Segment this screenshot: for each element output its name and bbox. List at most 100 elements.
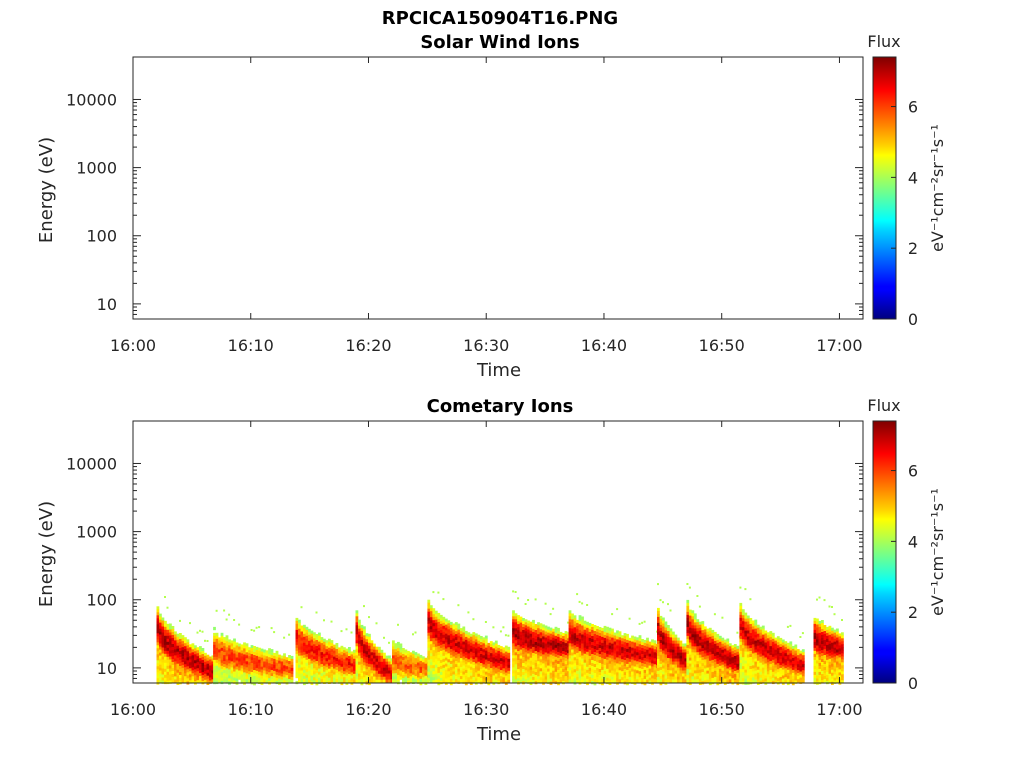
flux-cell [159, 625, 162, 629]
flux-cell [487, 657, 491, 662]
flux-cell [713, 673, 717, 678]
flux-cell [796, 673, 800, 677]
flux-cell [731, 663, 735, 667]
flux-cell [444, 636, 448, 640]
flux-cell [836, 631, 839, 635]
flux-cell [633, 645, 637, 649]
flux-cell [828, 637, 832, 642]
flux-cell [295, 653, 299, 658]
flux-cell [437, 651, 441, 656]
flux-cell [841, 659, 844, 663]
flux-cell [363, 650, 366, 654]
flux-cell [454, 640, 458, 644]
flux-cell [447, 653, 451, 657]
flux-cell [586, 651, 589, 656]
flux-cell [489, 677, 493, 681]
flux-cell [789, 624, 792, 627]
x-axis-label: Time [476, 724, 521, 745]
flux-cell [240, 644, 244, 648]
flux-cell [618, 676, 622, 680]
flux-cell [497, 671, 501, 676]
flux-cell [365, 675, 369, 679]
flux-cell [184, 670, 187, 674]
flux-cell [218, 652, 221, 656]
flux-cell [573, 618, 577, 622]
flux-cell [464, 648, 468, 653]
flux-cell [688, 618, 692, 622]
flux-cell [230, 640, 234, 644]
flux-cell [539, 650, 543, 654]
flux-cell [568, 676, 572, 680]
flux-cell [562, 678, 565, 682]
flux-cell [537, 640, 540, 644]
flux-cell [779, 649, 783, 654]
flux-cell [245, 664, 249, 668]
flux-cell [310, 654, 314, 658]
flux-cell [669, 670, 673, 674]
flux-cell [166, 644, 170, 649]
flux-cell [194, 660, 197, 664]
flux-cell [397, 659, 400, 664]
flux-cell [544, 667, 548, 671]
flux-cell [313, 635, 316, 639]
flux-cell [315, 611, 318, 614]
flux-cell [394, 655, 398, 659]
flux-cell [240, 647, 244, 651]
flux-cell [497, 674, 501, 679]
flux-cell [164, 623, 167, 628]
flux-cell [759, 680, 763, 684]
flux-cell [534, 639, 538, 643]
flux-cell [305, 644, 309, 649]
flux-cell [189, 677, 192, 681]
flux-cell [669, 676, 673, 680]
flux-cell [474, 648, 478, 652]
flux-cell [751, 623, 755, 627]
flux-cell [519, 628, 523, 632]
flux-cell [686, 611, 690, 616]
flux-cell [512, 673, 515, 677]
flux-cell [573, 633, 577, 637]
flux-cell [469, 669, 473, 673]
flux-cell [721, 643, 725, 647]
flux-cell [779, 658, 783, 663]
flux-cell [248, 647, 251, 651]
flux-cell [626, 648, 629, 653]
flux-cell [238, 643, 241, 647]
flux-cell [270, 627, 273, 630]
flux-cell [370, 646, 374, 650]
flux-cell [161, 662, 165, 666]
flux-cell [733, 647, 737, 651]
flux-cell [333, 662, 336, 666]
flux-cell [394, 679, 398, 683]
flux-cell [166, 635, 170, 640]
flux-cell [159, 613, 162, 617]
flux-cell [728, 661, 732, 665]
flux-cell [672, 634, 675, 638]
flux-cell [821, 641, 824, 645]
flux-cell [562, 675, 565, 679]
flux-cell [512, 625, 515, 629]
flux-cell [721, 661, 725, 665]
flux-cell [559, 676, 563, 681]
flux-cell [489, 668, 493, 672]
flux-cell [542, 627, 545, 631]
flux-cell [776, 675, 780, 679]
flux-cell [345, 660, 349, 664]
flux-cell [823, 643, 827, 647]
flux-cell [375, 646, 379, 650]
flux-cell [507, 655, 511, 660]
flux-cell [268, 648, 271, 652]
flux-cell [693, 628, 697, 632]
flux-cell [544, 658, 548, 662]
flux-cell [754, 631, 758, 635]
flux-cell [472, 680, 476, 684]
flux-cell [576, 649, 579, 654]
flux-cell [741, 621, 745, 625]
flux-cell [171, 680, 175, 684]
flux-cell [537, 655, 540, 659]
flux-cell [211, 667, 215, 671]
flux-cell [781, 648, 785, 652]
flux-cell [534, 648, 538, 652]
flux-cell [467, 611, 470, 614]
flux-cell [288, 658, 291, 662]
